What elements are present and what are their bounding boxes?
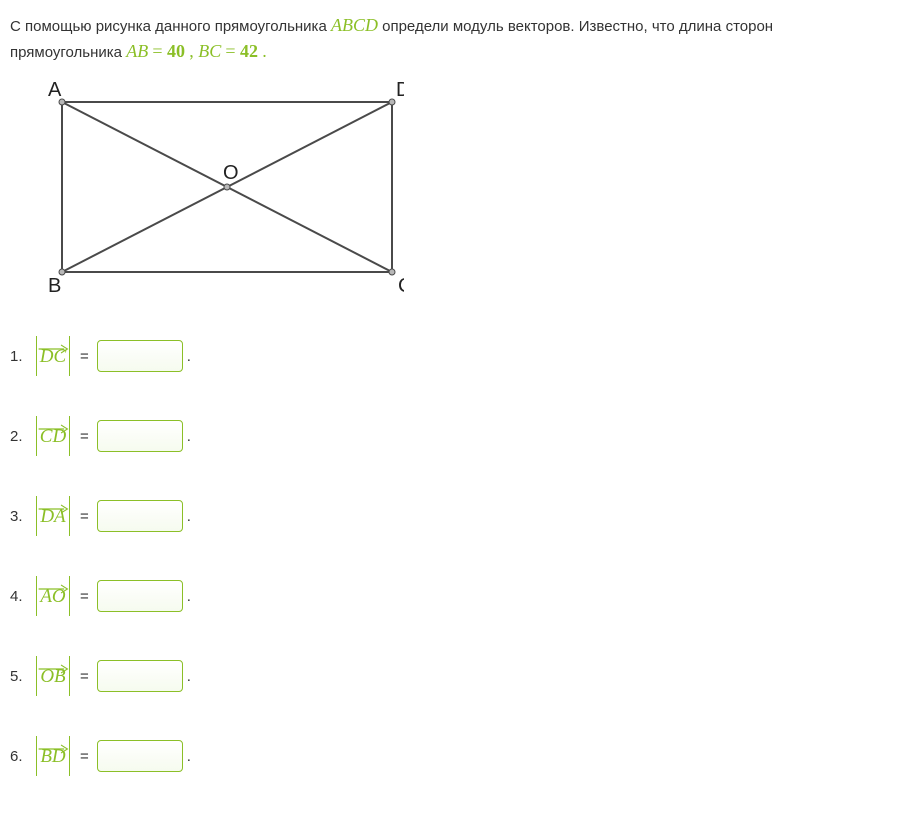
eq-tail: .	[262, 41, 267, 61]
vector-symbol: OB	[37, 667, 69, 686]
vector-symbol: DC	[37, 347, 69, 366]
answer-input[interactable]	[97, 340, 183, 372]
vector-label: OB	[40, 667, 65, 686]
rectangle-svg: A D B C O	[14, 78, 404, 308]
modulus-bar	[69, 416, 70, 456]
answer-number: 5.	[10, 668, 28, 685]
svg-text:D: D	[396, 79, 404, 101]
equals-sign: =	[80, 748, 89, 765]
prompt-seg-2: определи модуль векторов. Известно, что …	[382, 18, 773, 35]
answer-input[interactable]	[97, 500, 183, 532]
svg-text:B: B	[48, 275, 61, 297]
vector-modulus: OB	[32, 656, 74, 696]
vector-label: DC	[40, 347, 66, 366]
eq1-rhs: 40	[167, 41, 185, 61]
answer-row: 2. CD =.	[10, 416, 904, 456]
svg-text:A: A	[48, 79, 62, 101]
vector-modulus: DC	[32, 336, 74, 376]
answer-number: 3.	[10, 508, 28, 525]
answer-row: 4. AO =.	[10, 576, 904, 616]
period: .	[187, 588, 191, 605]
answer-number: 6.	[10, 748, 28, 765]
answer-input[interactable]	[97, 660, 183, 692]
vector-modulus: AO	[32, 576, 74, 616]
vector-label: DA	[40, 507, 65, 526]
vector-symbol: DA	[37, 507, 69, 526]
svg-text:O: O	[223, 162, 239, 184]
modulus-bar	[69, 736, 70, 776]
answers-list: 1. DC =. 2. CD =. 3. DA =. 4. AO =. 5. OB =. 6. BD =.	[10, 336, 904, 776]
vector-modulus: CD	[32, 416, 74, 456]
rectangle-figure: A D B C O	[14, 78, 904, 312]
answer-row: 5. OB =.	[10, 656, 904, 696]
answer-row: 6. BD =.	[10, 736, 904, 776]
modulus-bar	[69, 336, 70, 376]
eq1-op: =	[152, 41, 167, 61]
vector-modulus: BD	[32, 736, 74, 776]
eq-sep: ,	[189, 41, 198, 61]
problem-statement: С помощью рисунка данного прямоугольника…	[10, 12, 904, 64]
equals-sign: =	[80, 588, 89, 605]
answer-number: 1.	[10, 348, 28, 365]
rect-name: ABCD	[331, 15, 378, 35]
period: .	[187, 428, 191, 445]
answer-input[interactable]	[97, 740, 183, 772]
modulus-bar	[69, 656, 70, 696]
modulus-bar	[69, 496, 70, 536]
eq2-lhs: BC	[198, 41, 221, 61]
vector-symbol: AO	[37, 587, 69, 606]
modulus-bar	[69, 576, 70, 616]
answer-row: 3. DA =.	[10, 496, 904, 536]
period: .	[187, 508, 191, 525]
prompt-seg-3: прямоугольника	[10, 44, 126, 61]
eq2-rhs: 42	[240, 41, 258, 61]
period: .	[187, 348, 191, 365]
answer-input[interactable]	[97, 420, 183, 452]
prompt-seg-1: С помощью рисунка данного прямоугольника	[10, 18, 331, 35]
vector-modulus: DA	[32, 496, 74, 536]
vector-symbol: BD	[37, 747, 69, 766]
equals-sign: =	[80, 428, 89, 445]
eq2-op: =	[225, 41, 240, 61]
answer-input[interactable]	[97, 580, 183, 612]
equals-sign: =	[80, 348, 89, 365]
answer-number: 2.	[10, 428, 28, 445]
equals-sign: =	[80, 508, 89, 525]
svg-text:C: C	[398, 275, 404, 297]
period: .	[187, 748, 191, 765]
vector-label: BD	[40, 747, 65, 766]
answer-number: 4.	[10, 588, 28, 605]
period: .	[187, 668, 191, 685]
vector-label: CD	[40, 427, 66, 446]
equals-sign: =	[80, 668, 89, 685]
eq1-lhs: AB	[126, 41, 148, 61]
answer-row: 1. DC =.	[10, 336, 904, 376]
vector-symbol: CD	[37, 427, 69, 446]
vector-label: AO	[40, 587, 65, 606]
